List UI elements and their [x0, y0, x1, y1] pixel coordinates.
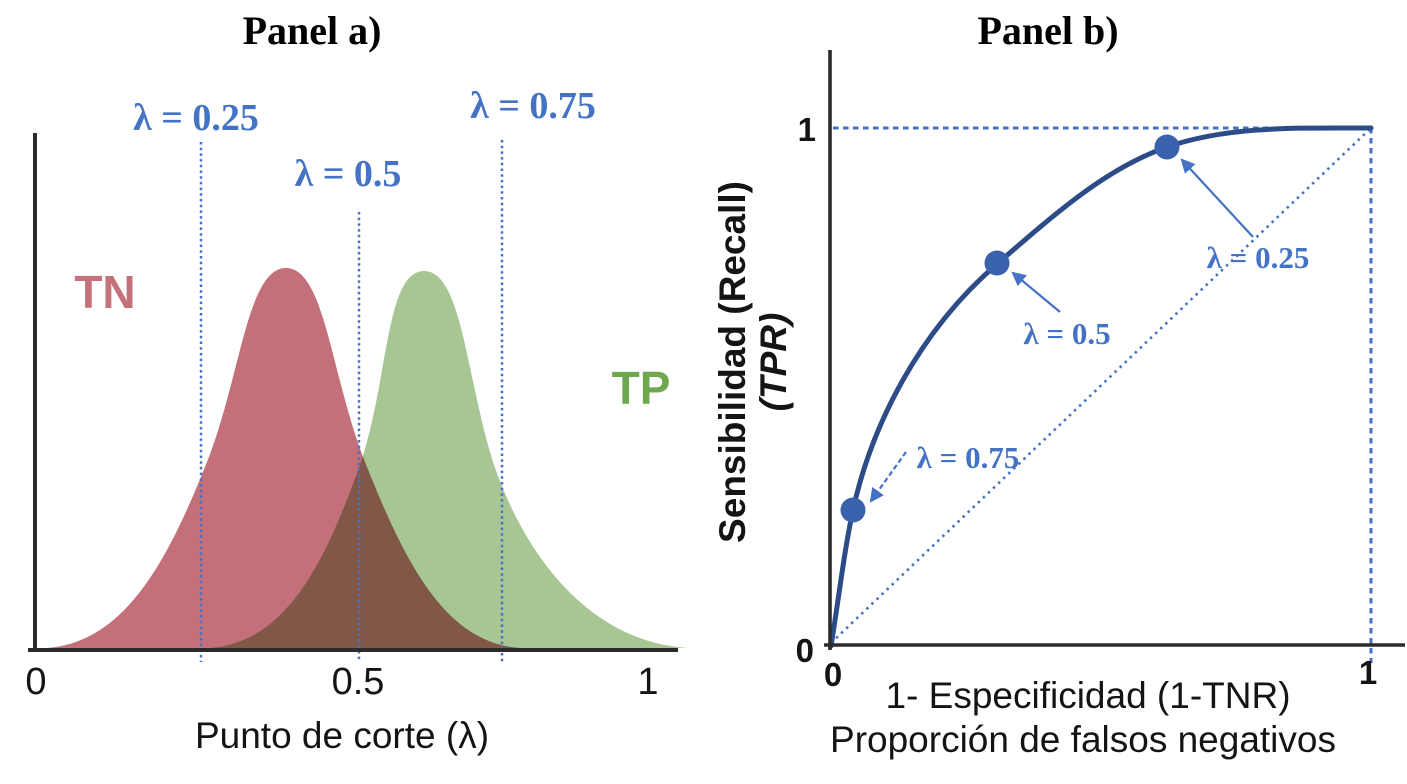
panel-b-y-tick-1: 1	[798, 111, 816, 148]
point-label-lambda-075: λ = 0.75	[917, 440, 1020, 475]
panel-b-x-axis-label-line1: 1- Especificidad (1-TNR)	[885, 675, 1290, 716]
threshold-label-05: λ = 0.5	[295, 153, 402, 195]
panel-b-y-axis-label-line2: (TPR)	[753, 313, 794, 412]
arrow-lambda-05	[1011, 271, 1061, 313]
point-label-lambda-05: λ = 0.5	[1023, 316, 1110, 351]
panel-b-x-tick-1: 1	[1359, 654, 1377, 691]
roc-point-lambda-025	[1154, 134, 1180, 160]
chance-diagonal-line	[830, 127, 1372, 644]
panel-b-title: Panel b)	[977, 8, 1118, 53]
panel-a-x-tick-0: 0	[25, 661, 46, 703]
arrow-lambda-025	[1180, 158, 1254, 238]
panel-a-figure: Panel a) λ = 0.25 λ = 0.5 λ = 0.75 TN TP…	[25, 8, 688, 756]
panel-b-x-axis-label-line2: Proporción de falsos negativos	[830, 719, 1336, 760]
tp-distribution-area	[210, 271, 688, 648]
arrow-lambda-075	[869, 451, 907, 503]
panel-a-x-axis-label: Punto de corte (λ)	[195, 715, 489, 756]
panel-b-y-tick-0: 0	[796, 632, 814, 669]
tn-label: TN	[74, 266, 135, 318]
threshold-label-025: λ = 0.25	[133, 97, 259, 139]
tp-label: TP	[612, 362, 671, 414]
roc-point-lambda-075	[840, 497, 866, 523]
panel-a-title: Panel a)	[243, 8, 382, 53]
panel-b-figure: Panel b) λ = 0.75 λ = 0.5 λ = 0.25 1 0 0…	[712, 8, 1405, 760]
threshold-label-075: λ = 0.75	[470, 85, 596, 127]
panel-a-x-tick-1: 1	[637, 661, 658, 703]
panel-b-y-axis-label-line1: Sensibilidad (Recall)	[712, 181, 753, 543]
roc-point-lambda-05	[984, 250, 1010, 276]
point-label-lambda-025: λ = 0.25	[1207, 240, 1310, 275]
panel-a-x-tick-05: 0.5	[332, 661, 385, 703]
panel-b-x-tick-0: 0	[824, 656, 842, 693]
